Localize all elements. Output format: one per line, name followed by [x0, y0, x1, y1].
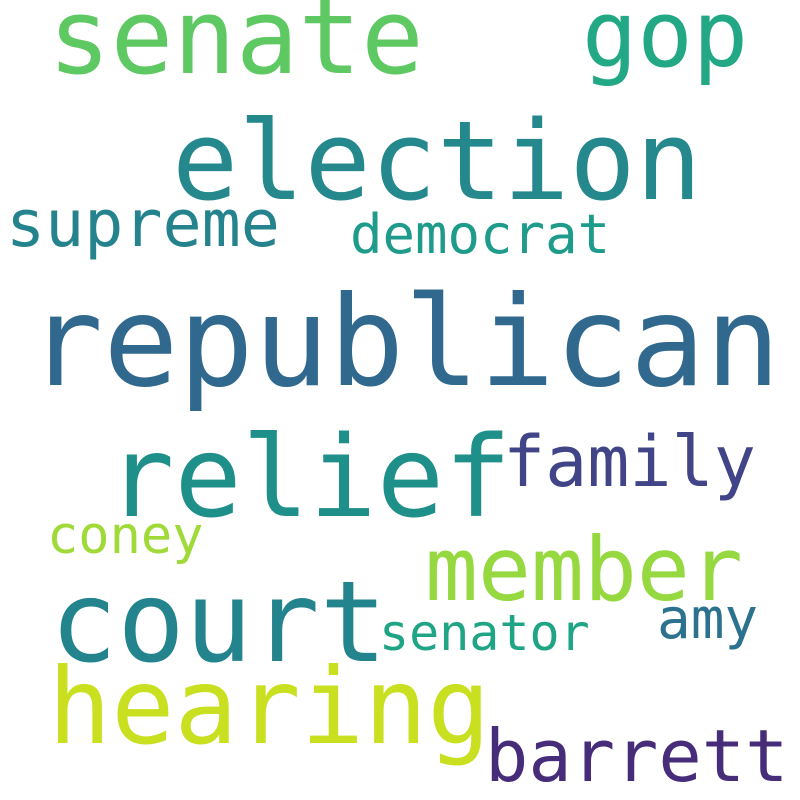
word-gop: gop [582, 0, 749, 88]
word-relief: relief [107, 413, 512, 543]
word-senate: senate [48, 0, 424, 98]
word-election: election [172, 97, 702, 225]
word-amy: amy [657, 587, 759, 652]
word-family: family [503, 421, 756, 503]
word-coney: coney [47, 506, 204, 566]
word-barrett: barrett [485, 714, 789, 798]
word-senator: senator [379, 604, 590, 662]
word-hearing: hearing [48, 646, 491, 768]
word-republican: republican [28, 270, 781, 415]
word-democrat: democrat [350, 203, 611, 266]
word-member: member [425, 518, 743, 621]
word-court: court [50, 558, 388, 688]
word-supreme: supreme [6, 187, 280, 262]
